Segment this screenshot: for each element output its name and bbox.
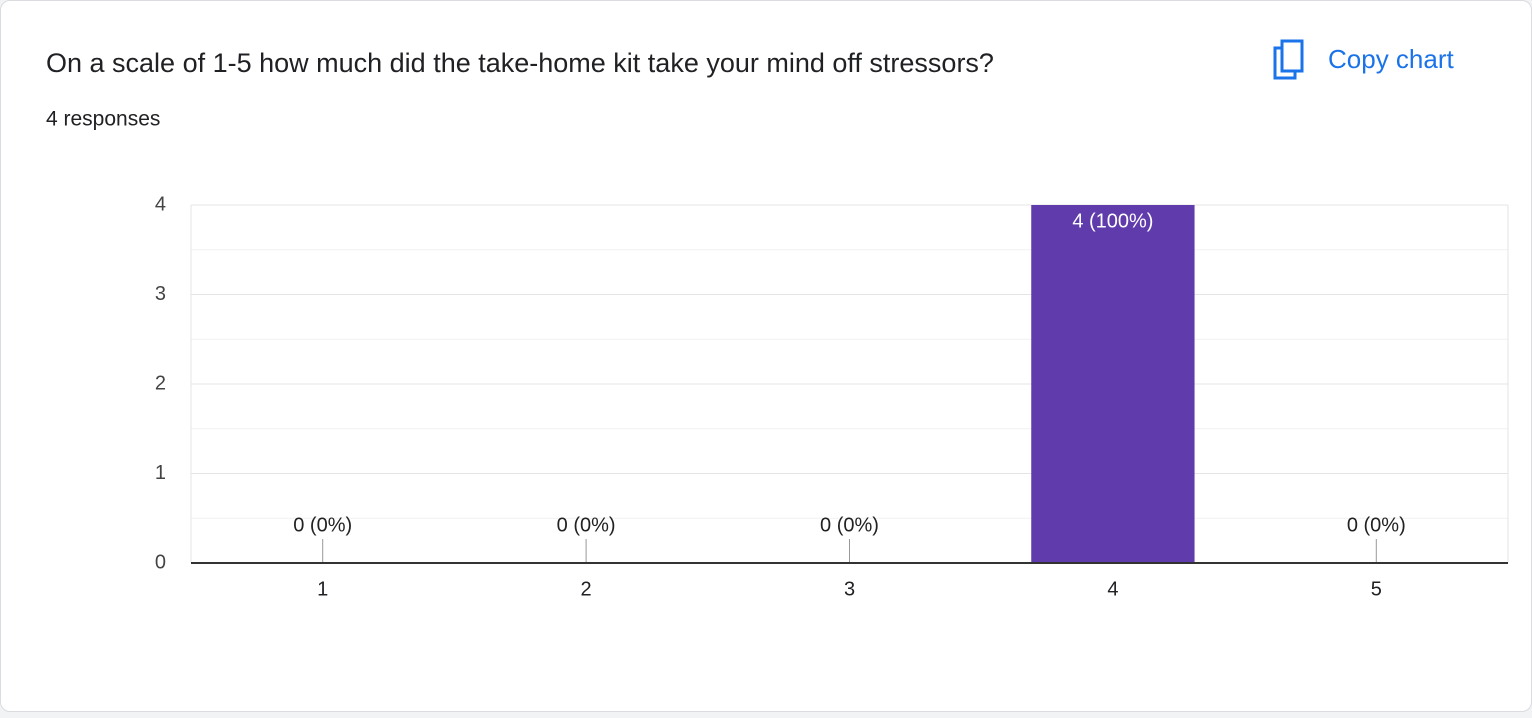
- copy-chart-label: Copy chart: [1328, 44, 1454, 74]
- copy-icon-front: [1280, 39, 1304, 73]
- y-tick-label: 1: [155, 462, 166, 484]
- value-label: 0 (0%): [820, 514, 879, 536]
- value-label: 4 (100%): [1072, 210, 1153, 232]
- y-tick-label: 4: [155, 193, 166, 215]
- value-label: 0 (0%): [1347, 514, 1406, 536]
- value-label: 0 (0%): [293, 514, 352, 536]
- y-tick-label: 2: [155, 372, 166, 394]
- x-tick-label: 4: [1107, 578, 1118, 600]
- response-count: 4 responses: [46, 108, 160, 131]
- chart-title: On a scale of 1-5 how much did the take-…: [46, 48, 994, 78]
- bar: [1031, 205, 1195, 563]
- value-label: 0 (0%): [557, 514, 616, 536]
- x-tick-label: 1: [317, 578, 328, 600]
- y-tick-label: 0: [155, 551, 166, 573]
- x-tick-label: 2: [581, 578, 592, 600]
- y-tick-label: 3: [155, 283, 166, 305]
- x-tick-label: 3: [844, 578, 855, 600]
- x-tick-label: 5: [1371, 578, 1382, 600]
- copy-chart-button[interactable]: Copy chart: [1273, 39, 1454, 80]
